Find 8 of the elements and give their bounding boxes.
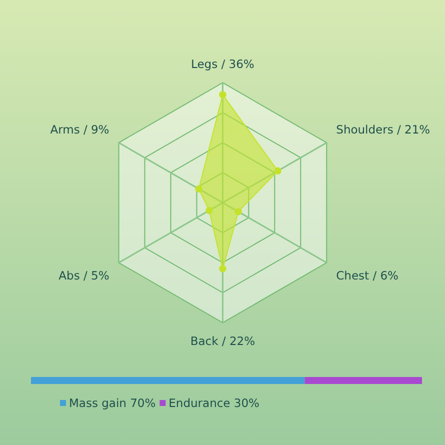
- spoke-label: Abs / 5%: [58, 268, 110, 283]
- spoke-label: Arms / 9%: [50, 122, 110, 137]
- spoke-label: Chest / 6%: [336, 268, 399, 283]
- legend-label: Mass gain 70%: [69, 396, 156, 410]
- spoke-label: Shoulders / 21%: [336, 122, 430, 137]
- legend-label: Endurance 30%: [168, 396, 260, 410]
- spoke-label: Back / 22%: [190, 334, 256, 348]
- spoke-label: Legs / 36%: [191, 57, 254, 72]
